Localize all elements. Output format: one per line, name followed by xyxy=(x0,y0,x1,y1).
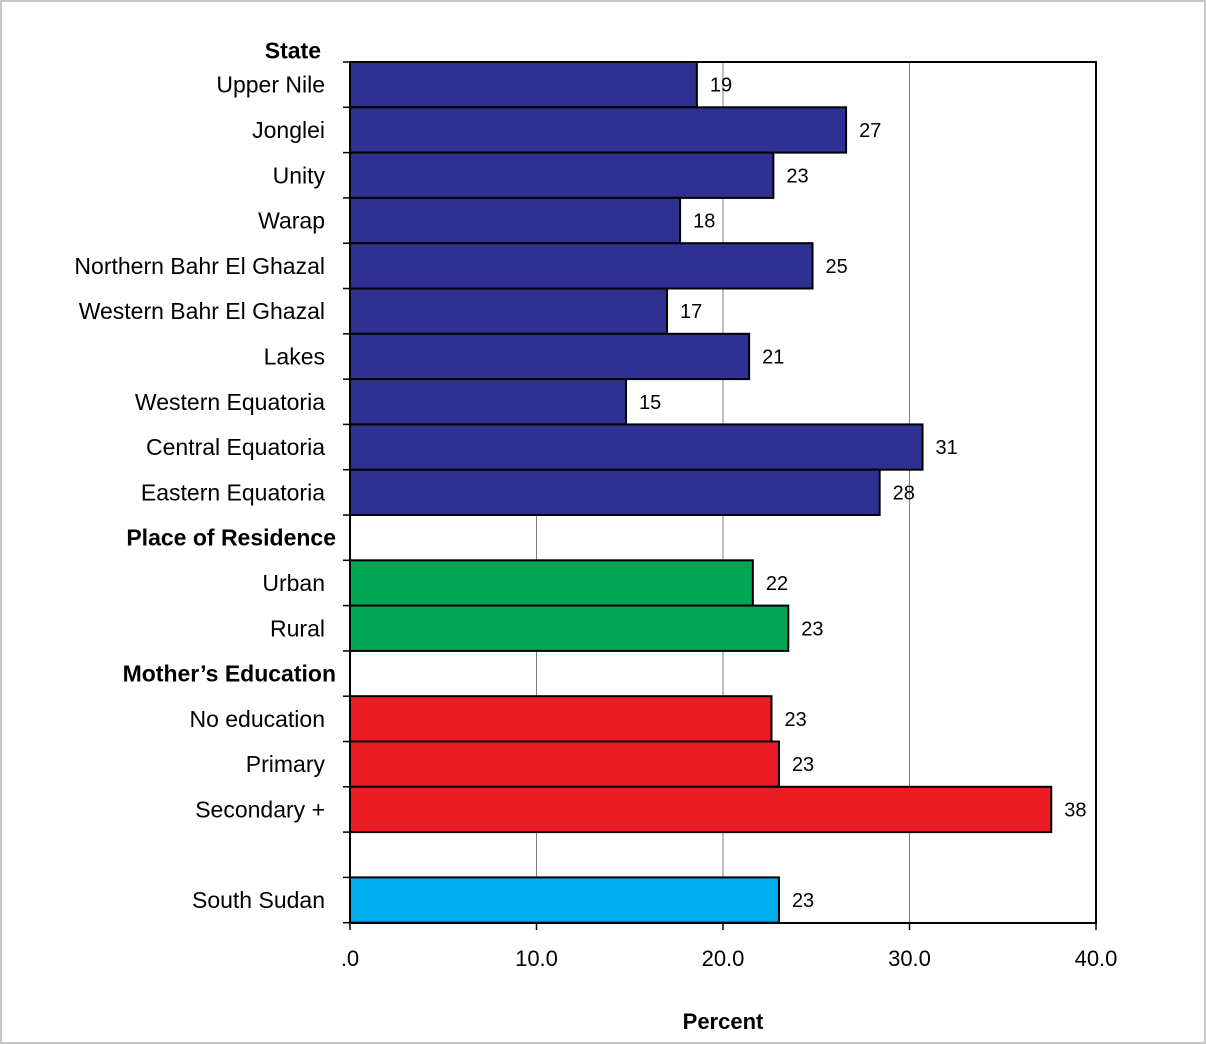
category-label: Unity xyxy=(273,162,326,188)
category-label: Western Bahr El Ghazal xyxy=(79,298,325,324)
category-label: Rural xyxy=(270,615,325,641)
bar xyxy=(349,287,669,335)
bar xyxy=(349,559,754,607)
category-label: South Sudan xyxy=(192,887,325,913)
category-label: Jonglei xyxy=(252,117,325,143)
data-label: 22 xyxy=(766,573,788,595)
category-label: Eastern Equatoria xyxy=(141,479,325,505)
category-label: No education xyxy=(189,706,325,732)
bar xyxy=(349,740,780,788)
data-label: 27 xyxy=(859,120,881,142)
category-label: Northern Bahr El Ghazal xyxy=(74,253,325,279)
group-header: State xyxy=(265,38,321,64)
category-label: Primary xyxy=(246,751,326,777)
bar xyxy=(349,242,814,290)
bar xyxy=(349,196,682,245)
bar xyxy=(349,604,790,652)
x-tick-label: 30.0 xyxy=(888,946,931,971)
bar xyxy=(349,106,848,154)
data-label: 15 xyxy=(639,392,661,414)
category-label: Urban xyxy=(262,570,325,596)
category-label: Upper Nile xyxy=(216,72,325,98)
bar xyxy=(349,468,881,517)
bar xyxy=(349,695,773,743)
category-label: Central Equatoria xyxy=(146,434,325,460)
data-label: 23 xyxy=(784,709,806,731)
category-label: Lakes xyxy=(264,343,325,369)
data-label: 23 xyxy=(792,890,814,912)
x-axis-title: Percent xyxy=(683,1009,764,1034)
group-header: Mother’s Education xyxy=(123,661,336,687)
data-label: 21 xyxy=(762,346,784,368)
data-label: 18 xyxy=(693,211,715,233)
bar xyxy=(349,785,1053,834)
bar xyxy=(349,423,924,471)
x-tick-label: 10.0 xyxy=(515,946,558,971)
bar xyxy=(349,332,751,381)
data-label: 23 xyxy=(801,618,823,640)
data-label: 23 xyxy=(786,165,808,187)
data-label: 19 xyxy=(710,75,732,97)
x-tick-label: 20.0 xyxy=(702,946,745,971)
data-label: 28 xyxy=(893,482,915,504)
bar xyxy=(349,151,775,199)
bar xyxy=(349,876,780,924)
data-label: 25 xyxy=(826,256,848,278)
category-label: Warap xyxy=(258,208,325,234)
data-label: 31 xyxy=(936,437,958,459)
bar xyxy=(349,61,698,109)
category-label: Secondary + xyxy=(195,796,325,822)
group-header: Place of Residence xyxy=(126,525,336,551)
x-tick-label: 40.0 xyxy=(1075,946,1118,971)
data-label: 38 xyxy=(1064,799,1086,821)
bar xyxy=(349,378,628,426)
data-label: 17 xyxy=(680,301,702,323)
x-tick-label: .0 xyxy=(341,946,359,971)
data-label: 23 xyxy=(792,754,814,776)
category-label: Western Equatoria xyxy=(135,389,325,415)
